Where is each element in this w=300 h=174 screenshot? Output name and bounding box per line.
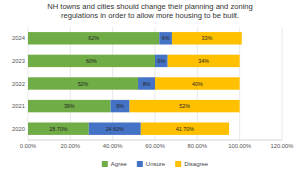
bar-segment <box>141 122 229 134</box>
bar-segment <box>28 77 138 89</box>
data-label: 6% <box>162 35 170 41</box>
legend-swatch <box>102 161 108 167</box>
legend: Agree Unsure Disagree <box>102 161 209 167</box>
x-tick-label: 40.00% <box>103 143 123 149</box>
legend-item: Disagree <box>175 161 209 167</box>
x-tick-label: 20.00% <box>60 143 80 149</box>
legend-label: Unsure <box>146 161 166 167</box>
legend-label: Agree <box>111 161 128 167</box>
x-tick-label: 100.00% <box>228 143 251 149</box>
x-tick-label: 0.00% <box>20 143 36 149</box>
bar-segment <box>130 100 240 112</box>
data-label: 9% <box>116 103 124 109</box>
y-tick-label: 2024 <box>12 35 26 41</box>
data-label: 52% <box>179 103 190 109</box>
chart: NH towns and cities should change their … <box>0 0 300 174</box>
y-tick-label: 2022 <box>12 81 25 87</box>
legend-swatch <box>137 161 143 167</box>
x-axis-line <box>28 140 282 141</box>
x-tick-label: 80.00% <box>187 143 207 149</box>
data-labels: 28.70% 39% 52% 60% 62% 24.60% 9% 8% 6% 6% 41.70% 52… <box>49 35 212 131</box>
bar-segment <box>28 100 111 112</box>
bar-segment <box>168 55 240 67</box>
bar-segment <box>138 77 155 89</box>
data-label: 24.60% <box>106 126 124 132</box>
legend-item: Agree <box>102 161 128 167</box>
bar-segment <box>28 122 89 134</box>
data-label: 60% <box>86 58 97 64</box>
y-tick-label: 2020 <box>12 126 25 132</box>
data-label: 39% <box>64 103 75 109</box>
data-label: 41.70% <box>176 126 194 132</box>
legend-swatch <box>175 161 181 167</box>
data-label: 34% <box>198 58 209 64</box>
x-tick-label: 120.00% <box>271 143 294 149</box>
bar-segment <box>28 55 155 67</box>
y-tick-label: 2021 <box>12 103 25 109</box>
grid <box>28 27 282 140</box>
data-label: 33% <box>201 35 212 41</box>
data-label: 52% <box>78 81 89 87</box>
data-label: 40% <box>192 81 203 87</box>
y-tick-label: 2023 <box>12 58 25 64</box>
data-label: 62% <box>88 35 99 41</box>
bar-segment <box>155 55 168 67</box>
title: NH towns and cities should change their … <box>47 2 253 20</box>
legend-label: Disagree <box>184 161 209 167</box>
bar-segment <box>28 32 159 44</box>
legend-item: Unsure <box>137 161 166 167</box>
data-label: 28.70% <box>49 126 67 132</box>
bar-segment <box>172 32 242 44</box>
grid-line <box>282 27 283 140</box>
x-tick-label: 60.00% <box>145 143 165 149</box>
bar-segment <box>155 77 240 89</box>
bar-segment <box>159 32 172 44</box>
data-label: 8% <box>143 81 151 87</box>
bars <box>28 32 242 135</box>
bar-segment <box>89 122 141 134</box>
bar-segment <box>111 100 130 112</box>
data-label: 6% <box>157 58 165 64</box>
